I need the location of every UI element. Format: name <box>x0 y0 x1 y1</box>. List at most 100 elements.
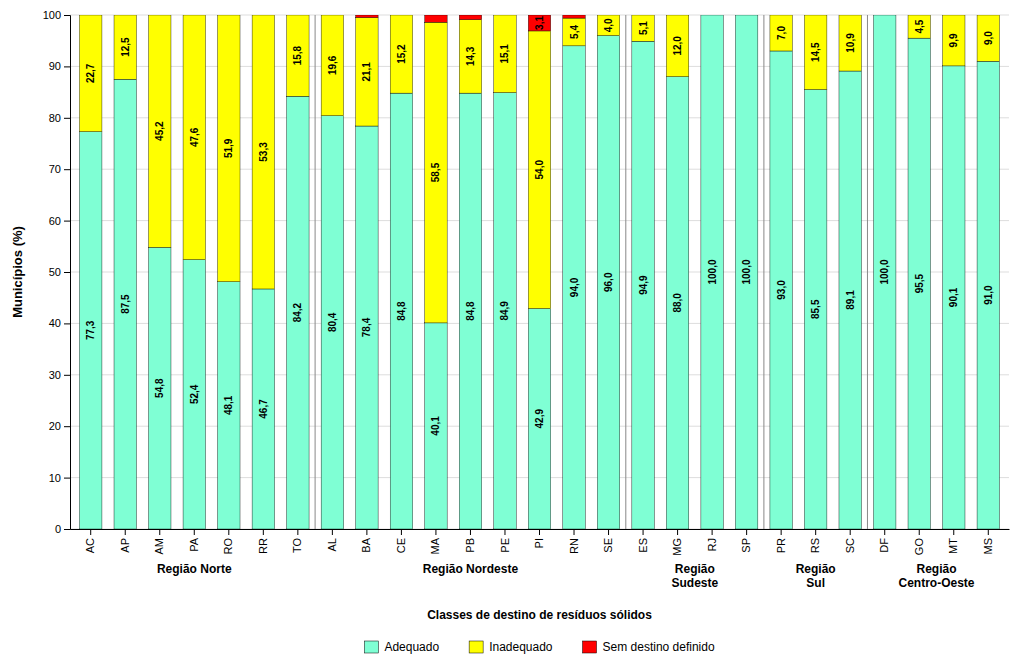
bar <box>79 15 101 16</box>
bar <box>874 15 896 16</box>
x-tick-mark <box>953 529 954 535</box>
data-label: 21,1 <box>361 62 372 82</box>
bar <box>356 15 378 18</box>
x-tick: PI <box>533 529 545 548</box>
x-tick-label: SC <box>844 538 856 553</box>
data-label: 5,4 <box>569 25 580 39</box>
data-label: 94,0 <box>569 277 580 297</box>
data-label: 100,0 <box>879 259 890 284</box>
data-label: 93,0 <box>776 280 787 300</box>
x-tick: SP <box>740 529 752 553</box>
x-tick: AC <box>84 529 96 553</box>
x-tick: RN <box>568 529 580 554</box>
x-tick: PB <box>464 529 476 553</box>
bar <box>908 15 930 16</box>
bar <box>666 15 688 16</box>
x-tick-mark <box>194 529 195 535</box>
bar <box>977 61 999 529</box>
y-tick: 50 <box>49 266 70 278</box>
bar <box>735 15 757 16</box>
bar <box>79 15 101 132</box>
x-tick-mark <box>574 529 575 535</box>
x-tick: ES <box>637 529 649 553</box>
data-label: 9,0 <box>983 31 994 45</box>
x-tick-mark <box>643 529 644 535</box>
bar <box>321 116 343 529</box>
data-label: 53,3 <box>258 142 269 162</box>
y-tick-label: 50 <box>49 266 61 278</box>
data-label: 58,5 <box>430 162 441 182</box>
y-tick-label: 80 <box>49 112 61 124</box>
x-tick-mark <box>608 529 609 535</box>
x-tick-mark <box>815 529 816 535</box>
bar <box>597 15 619 36</box>
y-tick-mark <box>64 66 70 67</box>
bar <box>839 15 861 16</box>
legend-item: Sem destino definido <box>583 640 715 654</box>
x-tick: MA <box>429 529 441 555</box>
bar <box>632 41 654 529</box>
bar <box>494 15 516 93</box>
x-tick-mark <box>677 529 678 535</box>
y-tick-mark <box>64 323 70 324</box>
bar <box>908 15 930 38</box>
region-separators <box>315 15 867 529</box>
x-tick-label: MS <box>982 538 994 555</box>
x-tick-label: SE <box>602 538 614 553</box>
region-separator <box>315 15 316 529</box>
x-tick: DF <box>878 529 890 553</box>
y-tick-label: 0 <box>55 523 61 535</box>
data-label: 22,7 <box>85 63 96 83</box>
y-tick-mark <box>64 221 70 222</box>
y-tick: 90 <box>49 60 70 72</box>
y-tick-mark <box>64 118 70 119</box>
data-label: 14,5 <box>810 42 821 62</box>
data-label: 84,8 <box>396 301 407 321</box>
bar <box>528 15 550 31</box>
bar <box>218 15 240 282</box>
x-tick-mark <box>159 529 160 535</box>
y-tick: 30 <box>49 369 70 381</box>
x-tick-label: DF <box>878 538 890 553</box>
bar <box>287 15 309 96</box>
bar <box>149 15 171 247</box>
region-labels: Região NorteRegião NordesteRegiãoSudeste… <box>157 562 975 590</box>
x-tick-mark <box>263 529 264 535</box>
region-separator <box>625 15 626 529</box>
bar <box>183 260 205 529</box>
bar <box>183 15 205 260</box>
x-tick: MG <box>671 529 683 556</box>
y-tick-mark <box>64 272 70 273</box>
bar <box>287 15 309 16</box>
data-label: 51,9 <box>223 138 234 158</box>
x-tick: AL <box>326 529 338 551</box>
x-tick-mark <box>90 529 91 535</box>
x-tick-label: TO <box>291 538 303 554</box>
bar <box>425 15 447 22</box>
data-label: 40,1 <box>430 416 441 436</box>
bar <box>356 18 378 126</box>
plot: ACAPAMPARORRTOALBACEMAPBPEPIRNSEESMGRJSP… <box>10 9 1010 654</box>
data-label: 95,5 <box>914 273 925 293</box>
x-tick: PA <box>188 529 200 552</box>
legend-label: Inadequado <box>489 640 553 654</box>
bar <box>528 308 550 529</box>
y-axis: 0102030405060708090100 <box>43 9 71 535</box>
x-tick-mark <box>332 529 333 535</box>
x-tick-label: MA <box>429 537 441 554</box>
data-label: 15,2 <box>396 44 407 64</box>
grid <box>70 15 1009 529</box>
bar <box>839 15 861 71</box>
y-tick-label: 90 <box>49 60 61 72</box>
y-tick-label: 100 <box>43 9 61 21</box>
bar <box>425 323 447 529</box>
bar <box>770 51 792 529</box>
bar <box>804 15 826 16</box>
data-label: 87,5 <box>120 294 131 314</box>
bar <box>874 15 896 16</box>
x-tick: PR <box>775 529 787 553</box>
bar <box>597 15 619 16</box>
x-tick-label: RO <box>222 538 234 555</box>
y-tick-label: 10 <box>49 472 61 484</box>
x-tick-mark <box>850 529 851 535</box>
